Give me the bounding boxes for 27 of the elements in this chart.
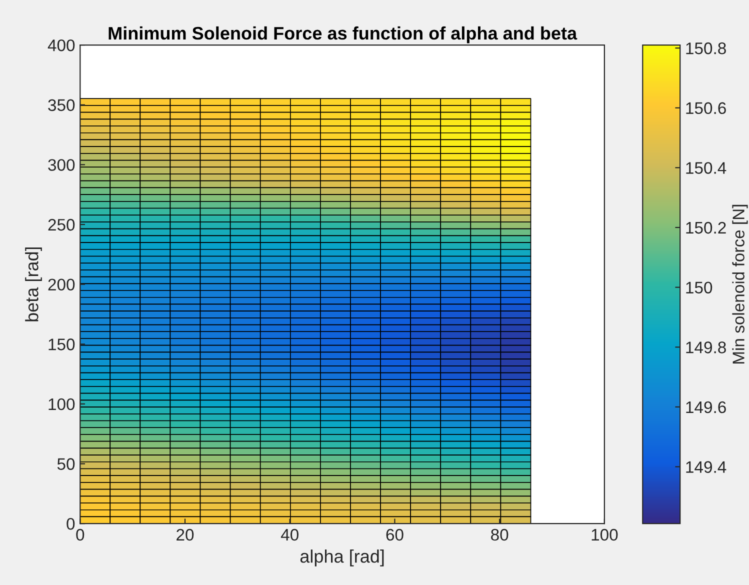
y-tick-label: 50	[57, 458, 75, 470]
color-bar-label: 149.4	[686, 461, 726, 473]
color-bar-label: 149.8	[686, 342, 726, 354]
y-tick-label: 200	[48, 278, 75, 291]
x-tick-label: 0	[76, 528, 84, 541]
y-tick-label: 0	[66, 518, 75, 530]
y-tick-label: 350	[48, 99, 75, 112]
color-bar-title: Min solenoid force [N]	[732, 204, 748, 364]
x-axis-title: alpha [rad]	[300, 550, 384, 566]
color-bar-label: 150.6	[686, 102, 726, 114]
x-tick-label: 80	[491, 528, 508, 541]
y-axis-title: beta [rad]	[25, 247, 42, 322]
y-tick-label: 250	[48, 218, 75, 231]
x-tick-label: 100	[592, 528, 618, 541]
x-tick-label: 20	[176, 528, 194, 541]
chart-title: Minimum Solenoid Force as function of alpha and beta	[108, 26, 578, 44]
color-bar-label: 150.4	[686, 162, 726, 174]
x-tick-label: 40	[280, 528, 298, 541]
color-bar-label: 150.8	[686, 42, 726, 54]
color-bar-label: 149.6	[686, 401, 726, 414]
y-tick-label: 400	[48, 39, 75, 52]
x-tick-label: 60	[386, 528, 404, 541]
color-bar-label: 150	[686, 282, 712, 294]
color-bar-label: 150.2	[686, 222, 726, 234]
y-tick-label: 300	[48, 159, 75, 171]
y-tick-label: 150	[48, 338, 75, 350]
y-tick-label: 100	[48, 398, 75, 410]
